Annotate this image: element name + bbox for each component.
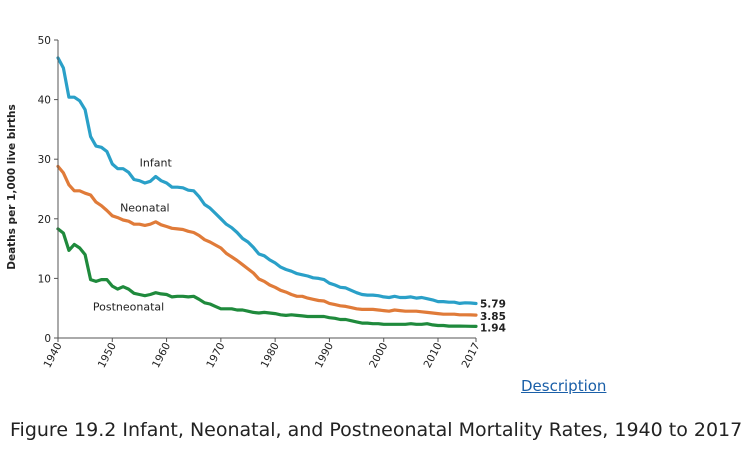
series-layer xyxy=(56,56,478,328)
figure-caption: Figure 19.2 Infant, Neonatal, and Postne… xyxy=(10,419,743,441)
x-tick-label: 1980 xyxy=(259,341,282,370)
series-label-infant: Infant xyxy=(140,156,173,169)
axes-layer: 0 10 20 30 40 50 1940 1950 1960 1970 1980 1990 2000 2… xyxy=(38,35,483,370)
y-tick-label: 0 xyxy=(44,333,51,345)
x-tick-label: 2000 xyxy=(367,341,390,370)
y-tick-label: 50 xyxy=(38,35,51,47)
series-line-postneonatal xyxy=(56,227,478,328)
series-label-postneonatal: Postneonatal xyxy=(93,301,164,314)
mortality-chart: 0 10 20 30 40 50 1940 1950 1960 1970 1980 1990 2000 2… xyxy=(6,35,506,370)
series-label-neonatal: Neonatal xyxy=(120,202,170,215)
x-tick-label: 2010 xyxy=(422,341,445,370)
y-tick-label: 20 xyxy=(38,214,51,226)
labels-layer: Infant 5.79 Neonatal 3.85 Postneonatal 1.94 xyxy=(93,156,506,334)
y-tick-label: 30 xyxy=(38,154,51,166)
y-axis-label: Deaths per 1,000 live births xyxy=(6,104,18,270)
x-tick-label: 1950 xyxy=(96,341,119,370)
series-line-infant xyxy=(56,56,478,306)
x-tick-label: 1940 xyxy=(42,341,65,370)
end-value-label-neonatal: 3.85 xyxy=(480,311,506,323)
y-tick-label: 40 xyxy=(38,95,51,107)
x-tick-label: 1970 xyxy=(204,341,227,370)
end-value-label-postneonatal: 1.94 xyxy=(480,322,506,334)
description-link[interactable]: Description xyxy=(521,377,607,395)
end-value-label-infant: 5.79 xyxy=(480,298,506,310)
x-tick-label: 2017 xyxy=(460,341,483,370)
x-tick-label: 1990 xyxy=(313,341,336,370)
y-tick-label: 10 xyxy=(38,273,51,285)
x-tick-label: 1960 xyxy=(150,341,173,370)
series-line-neonatal xyxy=(56,164,478,317)
